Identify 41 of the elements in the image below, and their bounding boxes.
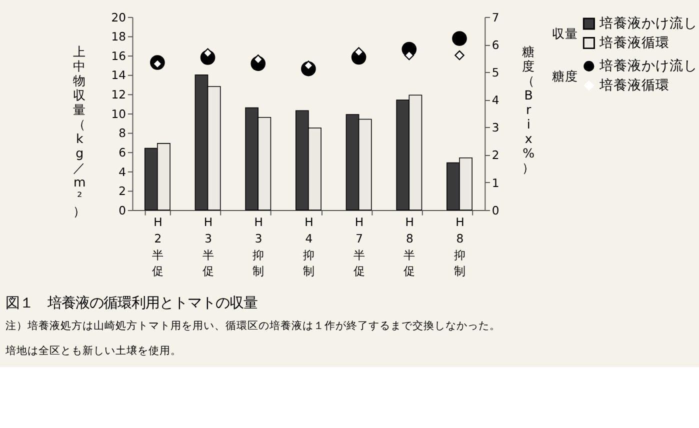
y-tick-label: 8 bbox=[118, 126, 126, 140]
text: 図１ 培養液の循環利用とトマトの収量 bbox=[5, 296, 258, 312]
y2-tick-label: 3 bbox=[492, 120, 500, 135]
point bbox=[454, 50, 464, 60]
text: 糖度 bbox=[552, 68, 578, 84]
y2-tick-label: 2 bbox=[492, 148, 500, 162]
y-tick-label: 14 bbox=[111, 68, 126, 82]
x-tick-label: H3半促 bbox=[202, 214, 214, 278]
y-tick-label: 6 bbox=[118, 145, 126, 160]
legend-label: 培養液かけ流し bbox=[598, 58, 698, 74]
y-tick-label: 16 bbox=[111, 48, 126, 63]
y-tick-label: 12 bbox=[111, 88, 126, 102]
text: 糖度（Brix%） bbox=[522, 44, 536, 175]
x-tick-label: H8抑制 bbox=[454, 214, 466, 278]
y-tick-label: 10 bbox=[111, 106, 126, 121]
x-tick-label: H2半促 bbox=[152, 214, 164, 278]
y2-tick-label: 5 bbox=[492, 65, 500, 80]
y2-tick-label: 6 bbox=[492, 38, 500, 52]
y-tick-label: 0 bbox=[118, 203, 126, 218]
y2-tick-label: 4 bbox=[492, 93, 500, 108]
point bbox=[404, 50, 414, 60]
legend-label: 培養液循環 bbox=[598, 77, 670, 94]
point bbox=[354, 47, 364, 57]
y-tick-label: 4 bbox=[118, 164, 126, 179]
y2-tick-label: 1 bbox=[492, 176, 500, 190]
text: 注）培養液処方は山崎処方トマト用を用い、循環区の培養液は１作が終了するまで交換しなかった。 bbox=[5, 318, 500, 332]
y-tick-label: 20 bbox=[111, 10, 126, 24]
y2-tick-label: 0 bbox=[492, 203, 500, 218]
legend-label: 培養液かけ流し bbox=[598, 16, 698, 32]
x-tick-label: H7半促 bbox=[353, 214, 366, 278]
text: 上中物収量（kg／m²） bbox=[73, 44, 86, 218]
y-tick-label: 18 bbox=[111, 30, 126, 44]
x-tick-label: H8半促 bbox=[404, 214, 416, 278]
y-tick-label: 2 bbox=[118, 184, 126, 198]
x-tick-label: H3抑制 bbox=[252, 214, 265, 278]
legend-label: 培養液循環 bbox=[598, 34, 670, 51]
text: 培地は全区とも新しい土壌を使用。 bbox=[4, 344, 182, 357]
x-tick-label: H4抑制 bbox=[302, 214, 315, 278]
y2-tick-label: 7 bbox=[492, 10, 500, 24]
point bbox=[452, 31, 467, 46]
text: 収量 bbox=[552, 26, 578, 42]
